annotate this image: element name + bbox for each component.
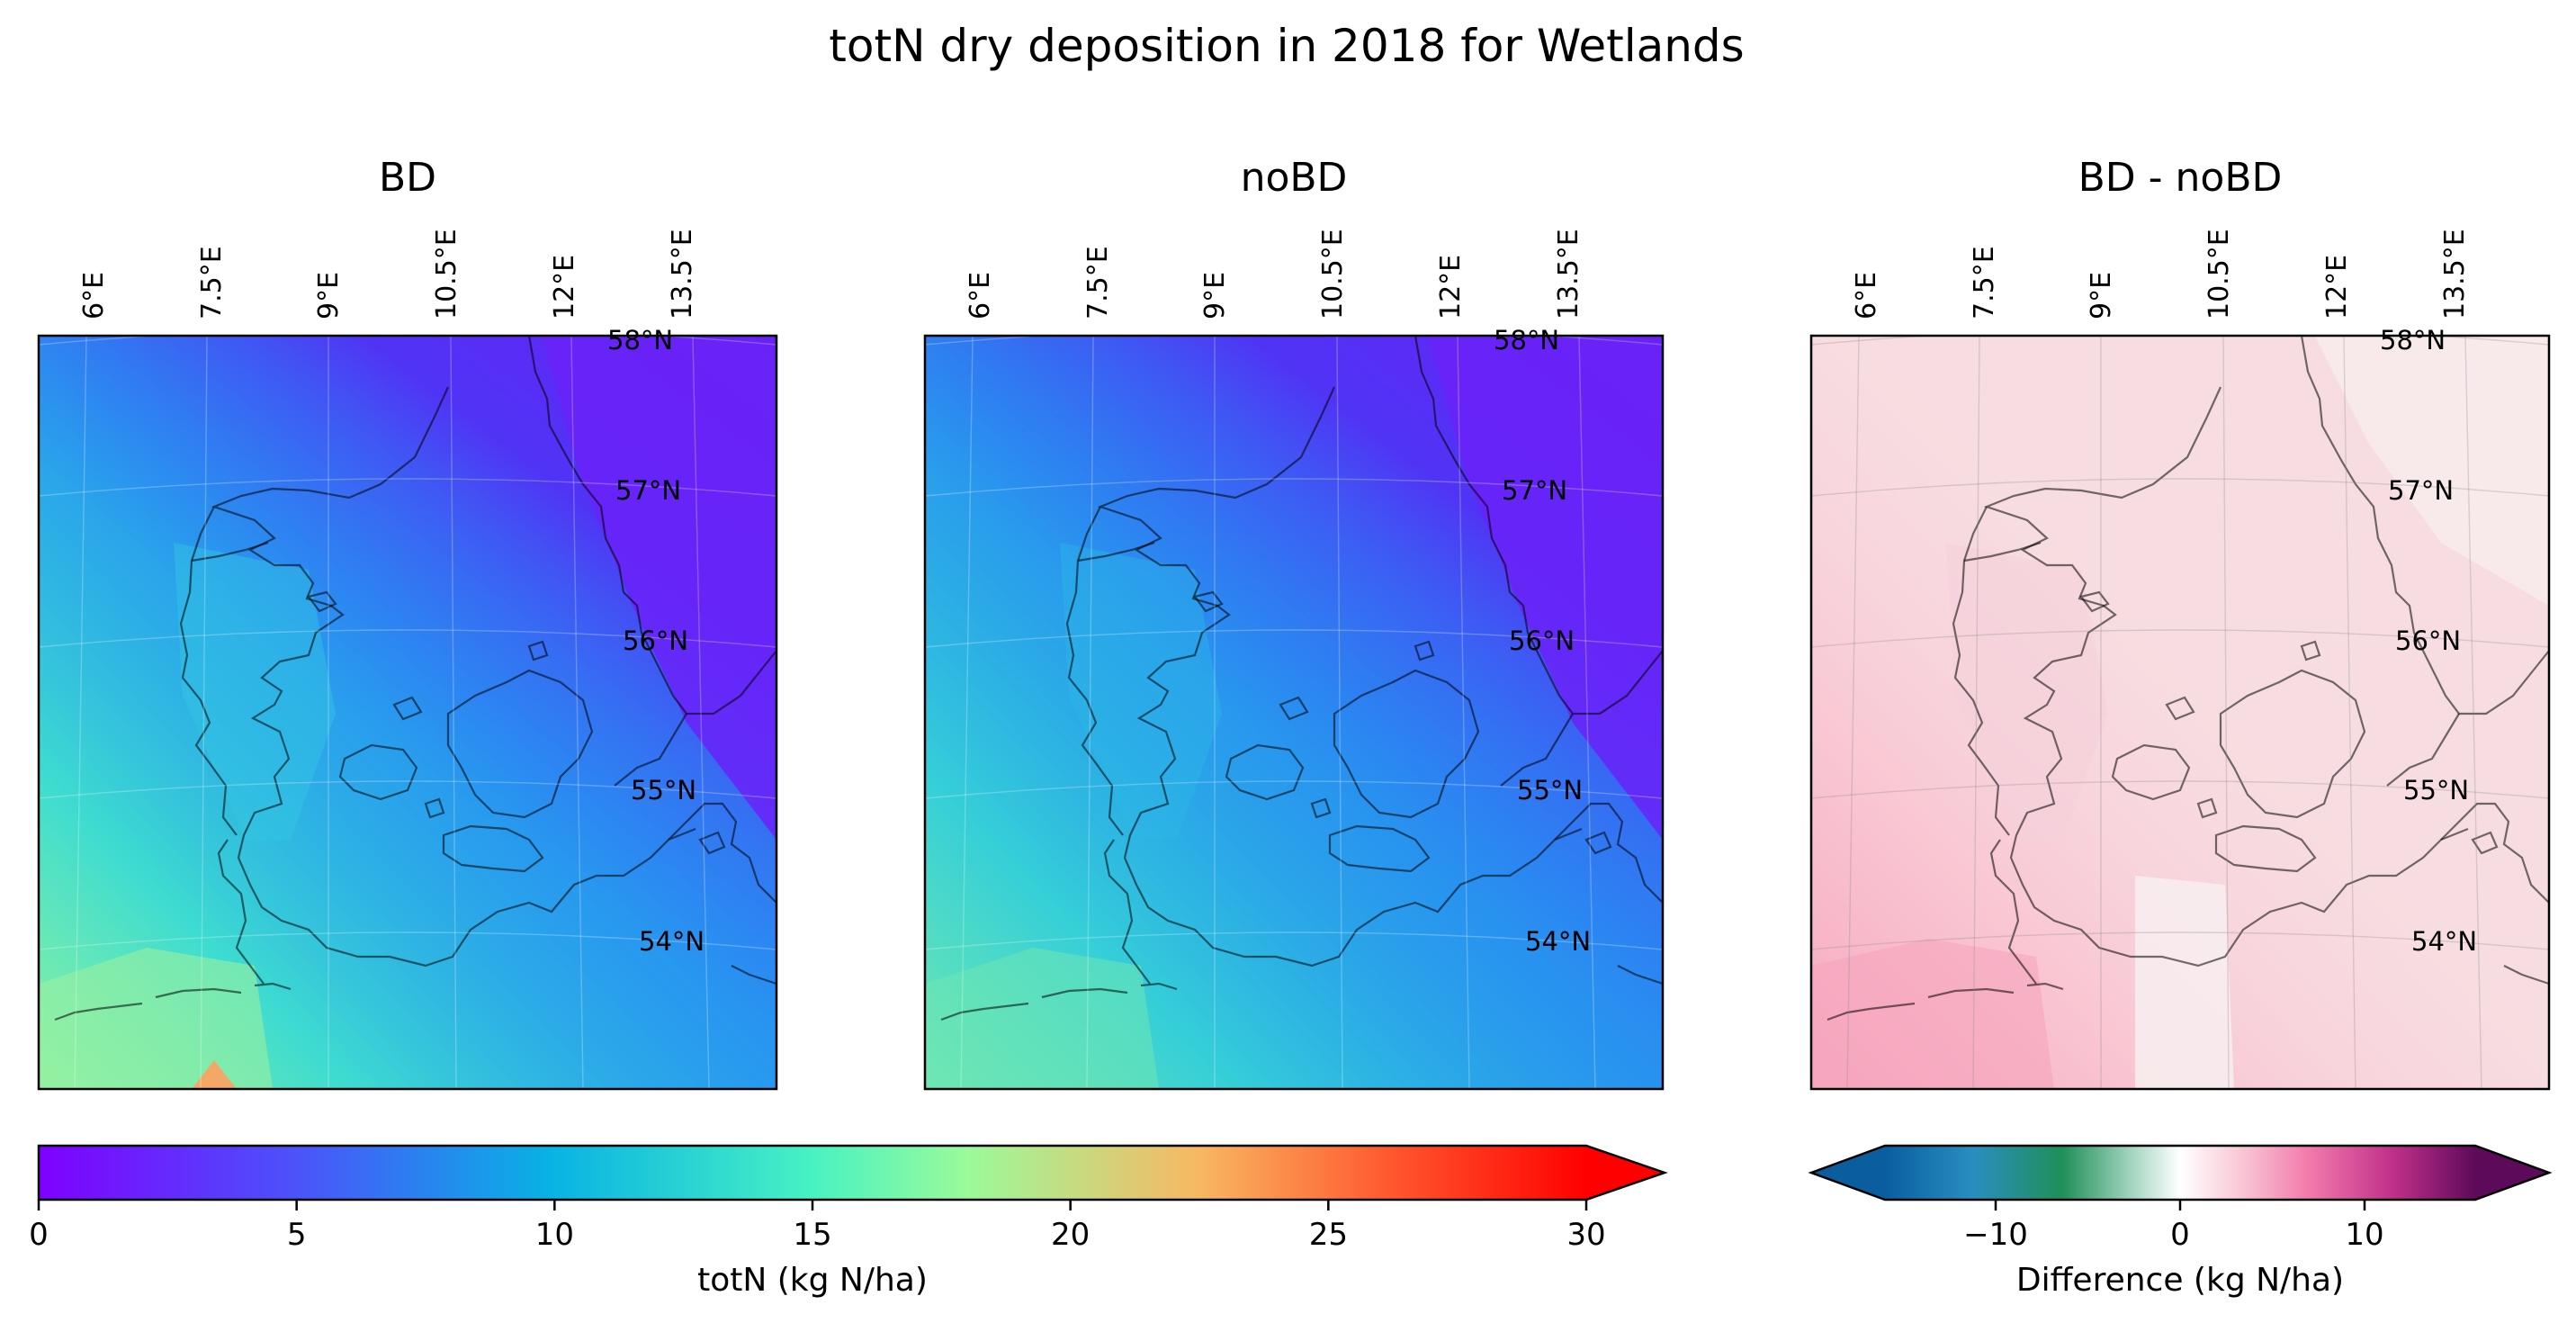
lon-label: 10.5°E — [1317, 229, 1349, 320]
lon-label: 12°E — [549, 255, 580, 320]
colorbar-totn-bar — [39, 1146, 1586, 1200]
colorbar-totn-tick-label: 25 — [1309, 1217, 1348, 1253]
lon-label: 6°E — [1851, 272, 1882, 320]
lon-label: 13.5°E — [1553, 229, 1584, 320]
lon-labels-bd: 6°E 7.5°E 9°E 10.5°E 12°E 13.5°E — [78, 229, 698, 320]
colorbar-diff: −10 0 10 Difference (kg N/ha) — [1808, 1144, 2553, 1299]
lon-labels-diff: 6°E 7.5°E 9°E 10.5°E 12°E 13.5°E — [1851, 229, 2471, 320]
lon-label: 10.5°E — [431, 229, 462, 320]
lat-label: 56°N — [1509, 626, 1575, 656]
lon-labels-nobd: 6°E 7.5°E 9°E 10.5°E 12°E 13.5°E — [965, 229, 1584, 320]
lat-label: 57°N — [1502, 475, 1567, 506]
lon-label: 7.5°E — [1082, 246, 1114, 320]
colorbar-diff-extend-max — [2475, 1146, 2549, 1200]
lat-label: 58°N — [2380, 325, 2446, 356]
colorbar-totn-tick-label: 10 — [535, 1217, 574, 1253]
lon-label: 13.5°E — [667, 229, 698, 320]
colorbar-totn-tick-label: 5 — [287, 1217, 307, 1253]
lon-label: 9°E — [2086, 272, 2117, 320]
lon-label: 9°E — [1199, 272, 1231, 320]
colorbar-diff-tick-label: −10 — [1963, 1217, 2028, 1253]
panel-title-bd: BD — [379, 155, 436, 201]
colorbar-diff-label: Difference (kg N/ha) — [2016, 1262, 2344, 1299]
colorbar-diff-extend-min — [1811, 1146, 1885, 1200]
lon-label: 7.5°E — [196, 246, 228, 320]
lon-label: 12°E — [1435, 255, 1467, 320]
lat-label: 56°N — [2395, 626, 2461, 656]
lat-label: 57°N — [2388, 475, 2454, 506]
colorbar-totn: 0 5 10 15 20 25 30 totN (kg N/ha) — [29, 1144, 1668, 1299]
lat-labels-bd: 58°N 57°N 56°N 55°N 54°N — [607, 325, 705, 957]
lat-label: 58°N — [1494, 325, 1559, 356]
diff-frame — [1809, 334, 2551, 1091]
colorbar-totn-tick-label: 15 — [793, 1217, 831, 1253]
panel-bd — [37, 334, 778, 1091]
lon-label: 7.5°E — [1969, 246, 2000, 320]
colorbar-totn-tick-label: 20 — [1051, 1217, 1090, 1253]
colorbar-diff-bar — [1885, 1146, 2475, 1200]
panel-title-nobd: noBD — [1241, 155, 1348, 201]
lon-label: 13.5°E — [2439, 229, 2471, 320]
lat-label: 55°N — [2403, 775, 2469, 806]
lat-label: 55°N — [1517, 775, 1583, 806]
colorbar-totn-extend-max — [1586, 1146, 1665, 1200]
colorbar-diff-tick-label: 10 — [2345, 1217, 2383, 1253]
lat-label: 56°N — [623, 626, 688, 656]
lon-label: 9°E — [313, 272, 345, 320]
colorbar-totn-tick-label: 0 — [29, 1217, 49, 1253]
lat-labels-nobd: 58°N 57°N 56°N 55°N 54°N — [1494, 325, 1591, 957]
colorbar-totn-label: totN (kg N/ha) — [697, 1262, 928, 1299]
colorbar-diff-outline — [1808, 1144, 2553, 1202]
figure-title: totN dry deposition in 2018 for Wetlands — [829, 20, 1744, 72]
colorbar-totn-outline — [37, 1144, 1668, 1202]
lat-label: 54°N — [1525, 926, 1591, 957]
lon-label: 12°E — [2321, 255, 2353, 320]
lon-label: 6°E — [965, 272, 996, 320]
lat-label: 57°N — [615, 475, 681, 506]
panel-diff — [1809, 334, 2551, 1091]
lat-label: 55°N — [631, 775, 696, 806]
panel-nobd — [923, 334, 1665, 1091]
colorbar-diff-tick-label: 0 — [2170, 1217, 2190, 1253]
bd-frame — [37, 334, 778, 1091]
panel-title-diff: BD - noBD — [2078, 155, 2283, 201]
lat-label: 54°N — [2411, 926, 2477, 957]
nobd-frame — [923, 334, 1665, 1091]
lat-label: 58°N — [607, 325, 673, 356]
lon-label: 10.5°E — [2204, 229, 2235, 320]
lat-label: 54°N — [639, 926, 705, 957]
lon-label: 6°E — [78, 272, 110, 320]
lat-labels-diff: 58°N 57°N 56°N 55°N 54°N — [2380, 325, 2477, 957]
colorbar-totn-tick-label: 30 — [1566, 1217, 1605, 1253]
